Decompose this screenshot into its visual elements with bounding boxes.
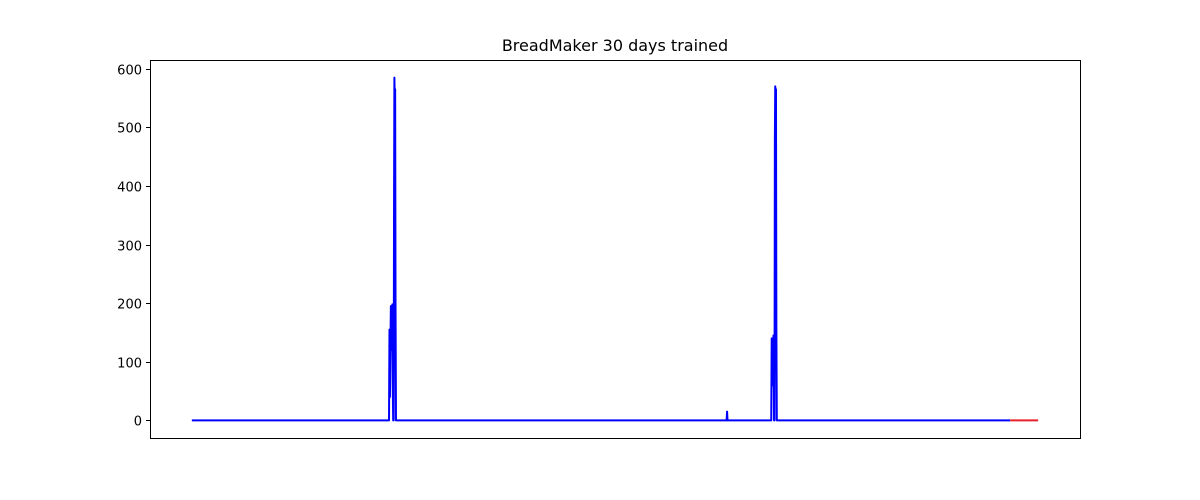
plot-lines — [191, 76, 1039, 422]
series-line-0 — [191, 76, 1011, 422]
y-axis: 0 100 200 300 400 500 600 — [117, 64, 150, 430]
y-tick-label: 0 — [134, 415, 142, 430]
y-tick-label: 600 — [117, 64, 142, 79]
chart-title: BreadMaker 30 days trained — [502, 36, 728, 55]
plot-frame — [150, 60, 1081, 439]
y-tick-label: 100 — [117, 357, 142, 372]
y-tick-label: 200 — [117, 298, 142, 313]
y-tick-label: 400 — [117, 181, 142, 196]
y-tick-label: 300 — [117, 240, 142, 255]
y-tick-label: 500 — [117, 122, 142, 137]
